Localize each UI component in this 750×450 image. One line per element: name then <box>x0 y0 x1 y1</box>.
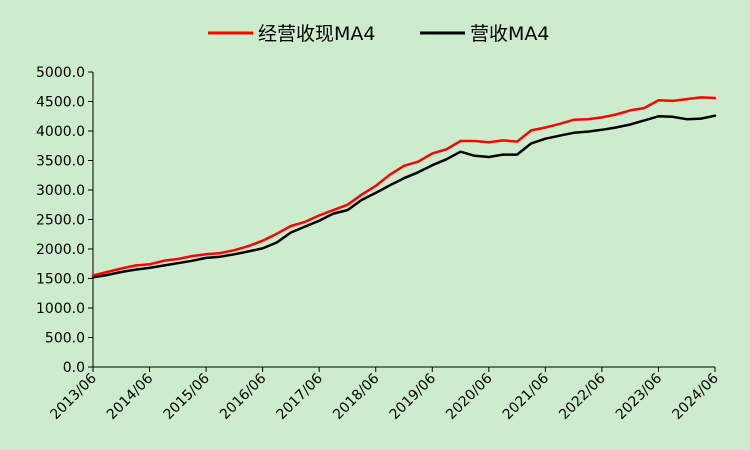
y-tick-label: 500.0 <box>45 331 85 347</box>
legend-label-revenue: 营收MA4 <box>470 23 549 45</box>
x-tick-label: 2013/06 <box>47 370 100 423</box>
y-tick-label: 0.0 <box>63 360 85 376</box>
x-tick-label: 2020/06 <box>443 370 496 423</box>
x-tick-label: 2023/06 <box>613 370 666 423</box>
x-tick-label: 2014/06 <box>104 370 157 423</box>
y-tick-label: 1500.0 <box>36 272 85 288</box>
y-tick-label: 2000.0 <box>36 242 85 258</box>
series-line-revenue <box>91 114 717 279</box>
y-tick-label: 3000.0 <box>36 183 85 199</box>
x-tick-label: 2016/06 <box>217 370 270 423</box>
plot-lines <box>91 96 717 279</box>
y-tick-label: 2500.0 <box>36 213 85 229</box>
x-tick-label: 2022/06 <box>556 370 609 423</box>
x-axis: 2013/06 2014/06 2015/06 2016/06 2017/06 2018/… <box>47 366 722 423</box>
y-tick-label: 5000.0 <box>36 65 85 81</box>
x-tick-label: 2019/06 <box>387 370 440 423</box>
x-tick-label: 2024/06 <box>669 370 722 423</box>
x-tick-label: 2017/06 <box>274 370 327 423</box>
series-line-operating-cash <box>91 96 717 277</box>
y-tick-label: 4500.0 <box>36 95 85 111</box>
x-tick-label: 2021/06 <box>500 370 553 423</box>
y-axis: 0.0 500.0 1000.0 1500.0 2000.0 2500.0 3000.0 35… <box>36 65 94 376</box>
legend: 经营收现MA4 营收MA4 <box>208 23 549 45</box>
legend-label-operating-cash: 经营收现MA4 <box>258 23 375 45</box>
y-tick-label: 4000.0 <box>36 124 85 140</box>
y-tick-label: 1000.0 <box>36 301 85 317</box>
x-tick-label: 2015/06 <box>160 370 213 423</box>
y-tick-label: 3500.0 <box>36 154 85 170</box>
x-tick-label: 2018/06 <box>330 370 383 423</box>
